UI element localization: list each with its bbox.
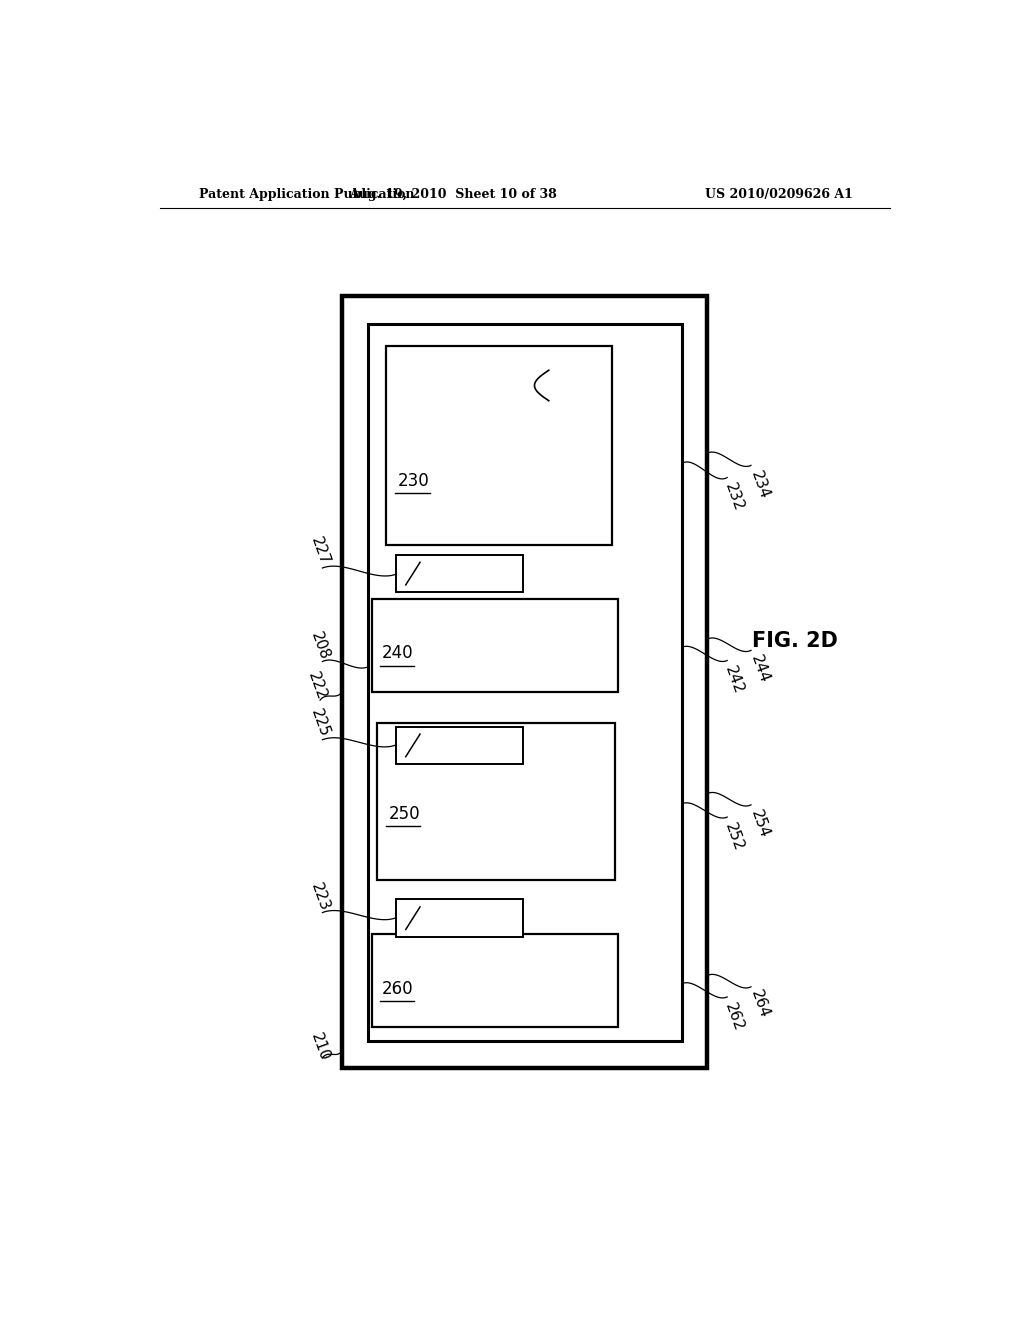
Text: 208: 208 [308,630,332,663]
Bar [342,296,708,1068]
Text: 227: 227 [308,536,332,568]
Text: 240: 240 [382,644,414,663]
Text: Patent Application Publication: Patent Application Publication [200,189,415,202]
Bar [396,726,523,764]
Text: 260: 260 [382,979,414,998]
Text: 242: 242 [723,664,746,696]
Text: 230: 230 [397,471,430,490]
Text: 234: 234 [748,469,772,502]
Bar [386,346,612,545]
Text: FIG. 2D: FIG. 2D [752,631,838,651]
Text: 222: 222 [305,669,330,702]
Text: 250: 250 [388,805,420,822]
Bar [369,325,682,1040]
Text: 264: 264 [748,989,772,1020]
Text: 252: 252 [723,821,746,853]
Text: 254: 254 [748,808,772,841]
Bar [373,935,618,1027]
Bar [377,722,615,880]
Text: 262: 262 [723,1001,746,1032]
Bar [396,899,523,937]
Text: Aug. 19, 2010  Sheet 10 of 38: Aug. 19, 2010 Sheet 10 of 38 [349,189,557,202]
Text: 232: 232 [723,480,746,513]
Text: US 2010/0209626 A1: US 2010/0209626 A1 [705,189,853,202]
Bar [396,554,523,593]
Text: 210: 210 [308,1031,332,1064]
Text: 244: 244 [748,653,772,685]
Text: 225: 225 [308,708,332,739]
Text: 223: 223 [308,880,332,913]
Bar [373,598,618,692]
